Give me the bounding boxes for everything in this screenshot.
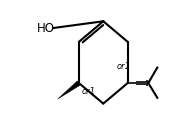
- Text: HO: HO: [37, 22, 55, 35]
- Text: or1: or1: [82, 87, 95, 96]
- Polygon shape: [58, 81, 80, 99]
- Text: or1: or1: [116, 62, 130, 71]
